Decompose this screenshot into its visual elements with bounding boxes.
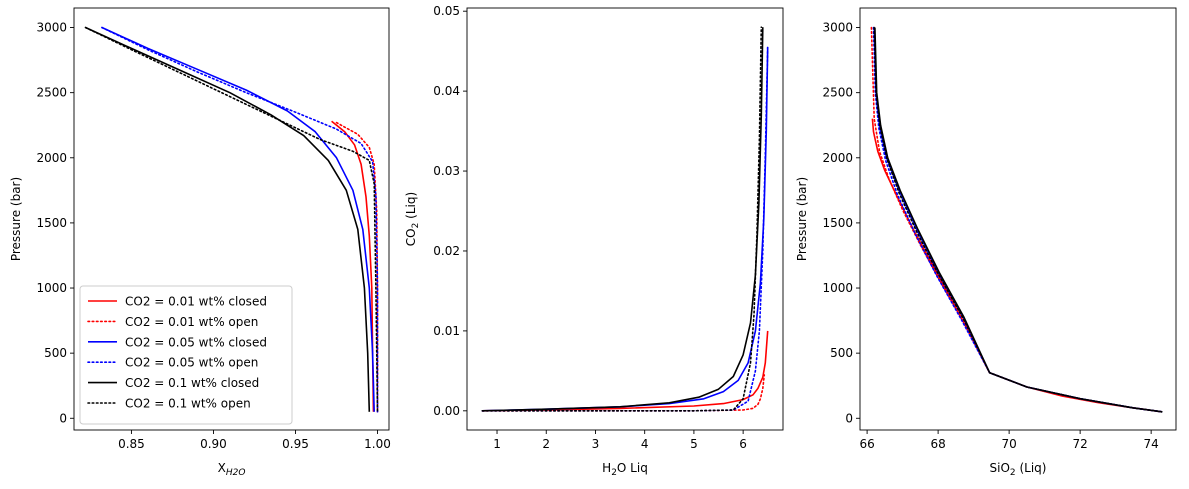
legend-entry-label: CO2 = 0.1 wt% open bbox=[125, 397, 251, 411]
legend-box bbox=[79, 285, 293, 425]
series-line-5 bbox=[482, 27, 764, 412]
series-group bbox=[84, 26, 379, 413]
x-tick-label: 5 bbox=[690, 437, 698, 451]
y-tick-label: 0 bbox=[845, 411, 853, 425]
x-tick-label: 3 bbox=[592, 437, 600, 451]
x-tick-label: 0.95 bbox=[282, 437, 309, 451]
y-tick-label: 500 bbox=[830, 346, 853, 360]
y-tick-label: 0 bbox=[59, 411, 67, 425]
x-tick-label: 0.90 bbox=[200, 437, 227, 451]
series-line-1 bbox=[871, 118, 1162, 413]
x-tick-label: 6 bbox=[739, 437, 747, 451]
y-tick-label: 0.05 bbox=[433, 4, 460, 18]
y-axis-label: Pressure (bar) bbox=[795, 177, 809, 261]
plot-frame bbox=[859, 7, 1177, 431]
series-line-3 bbox=[482, 47, 769, 412]
series-line-3 bbox=[873, 27, 1162, 413]
series-line-2 bbox=[481, 374, 766, 412]
x-tick-label: 66 bbox=[859, 437, 874, 451]
series-line-4 bbox=[481, 46, 769, 412]
chart-panel-2: 1 2 3 4 5 6 0.00 0.01 0.02 0.03 0.04 0.05 H2O Liq CO2… bbox=[404, 4, 784, 478]
plot-frame bbox=[466, 7, 784, 431]
x-tick-label: 1.00 bbox=[364, 437, 391, 451]
x-tick-label: 68 bbox=[930, 437, 945, 451]
x-tick-label: 72 bbox=[1072, 437, 1087, 451]
y-tick-label: 2000 bbox=[822, 151, 853, 165]
y-axis-label: CO2 (Liq) bbox=[404, 192, 421, 246]
series-line-4 bbox=[101, 26, 379, 413]
x-axis-label: XH2O bbox=[218, 461, 246, 478]
y-axis-label: Pressure (bar) bbox=[9, 177, 23, 261]
legend-entry-label: CO2 = 0.01 wt% open bbox=[125, 315, 258, 329]
series-line-1 bbox=[482, 330, 769, 412]
series-line-6 bbox=[481, 26, 763, 412]
chart-panel-3: 66 68 70 72 74 0 500 1000 1500 2000 2500 3000 SiO2 (… bbox=[795, 7, 1177, 478]
y-tick-label: 3000 bbox=[36, 21, 67, 35]
y-tick-label: 0.02 bbox=[433, 244, 460, 258]
y-tick-label: 1500 bbox=[36, 216, 67, 230]
x-axis-label: H2O Liq bbox=[602, 461, 648, 478]
y-tick-label: 500 bbox=[44, 346, 67, 360]
series-group bbox=[481, 26, 769, 412]
series-line-3 bbox=[101, 26, 375, 412]
legend: CO2 = 0.01 wt% closed CO2 = 0.01 wt% open… bbox=[79, 285, 293, 425]
y-tick-label: 0.03 bbox=[433, 164, 460, 178]
x-tick-label: 74 bbox=[1144, 437, 1159, 451]
x-tick-label: 0.85 bbox=[118, 437, 145, 451]
y-tick-label: 0.01 bbox=[433, 324, 460, 338]
legend-entry-label: CO2 = 0.01 wt% closed bbox=[125, 295, 267, 309]
x-tick-label: 4 bbox=[641, 437, 649, 451]
chart-panel-1: 0.85 0.90 0.95 1.00 0 500 1000 1500 2000 2500 3000… bbox=[9, 7, 391, 478]
y-tick-label: 3000 bbox=[822, 21, 853, 35]
y-tick-label: 1000 bbox=[822, 281, 853, 295]
x-tick-label: 70 bbox=[1001, 437, 1016, 451]
series-line-5 bbox=[85, 26, 371, 412]
series-line-6 bbox=[84, 26, 379, 413]
y-tick-label: 2500 bbox=[36, 86, 67, 100]
legend-entry-label: CO2 = 0.05 wt% open bbox=[125, 356, 258, 370]
y-tick-label: 2000 bbox=[36, 151, 67, 165]
series-line-5 bbox=[874, 27, 1162, 413]
y-tick-label: 1500 bbox=[822, 216, 853, 230]
plot-frame bbox=[73, 7, 390, 431]
y-tick-label: 0.00 bbox=[433, 404, 460, 418]
x-tick-label: 2 bbox=[542, 437, 550, 451]
series-line-6 bbox=[873, 26, 1163, 413]
series-line-4 bbox=[872, 26, 1163, 413]
legend-entry-label: CO2 = 0.1 wt% closed bbox=[125, 376, 259, 390]
y-tick-label: 2500 bbox=[822, 86, 853, 100]
x-tick-label: 1 bbox=[493, 437, 501, 451]
series-line-2 bbox=[870, 26, 1163, 413]
y-tick-label: 0.04 bbox=[433, 84, 460, 98]
x-axis-label: SiO2 (Liq) bbox=[990, 461, 1047, 478]
legend-entry-label: CO2 = 0.05 wt% closed bbox=[125, 335, 267, 349]
y-tick-label: 1000 bbox=[36, 281, 67, 295]
series-group bbox=[870, 26, 1163, 413]
